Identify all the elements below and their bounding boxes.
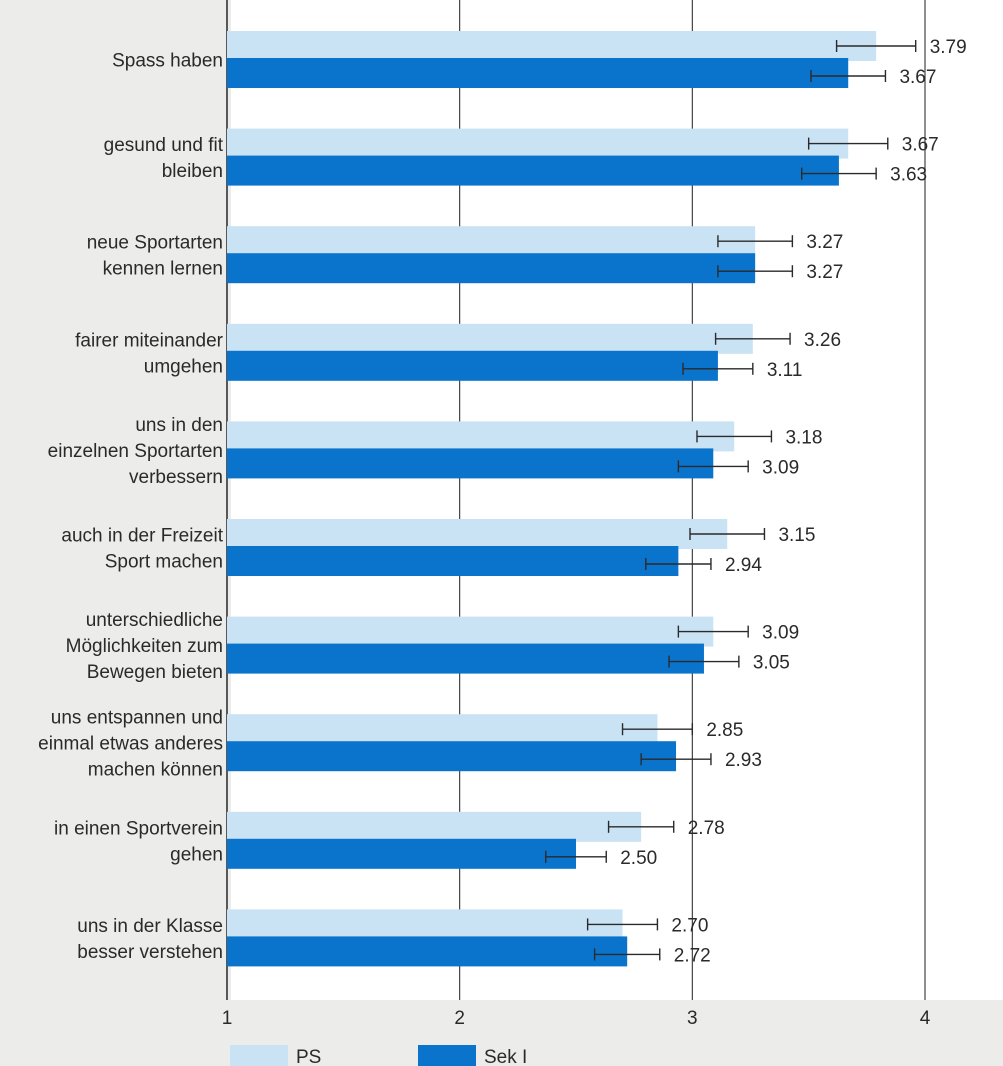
value-label: 2.93	[725, 750, 762, 771]
bar-ps	[227, 519, 728, 549]
category-label: besser verstehen	[77, 942, 223, 963]
category-label: verbessern	[129, 467, 223, 488]
value-label: 3.27	[806, 262, 843, 283]
value-label: 3.09	[762, 457, 799, 478]
category-label: auch in der Freizeit	[61, 526, 223, 547]
bar-sek-i	[227, 546, 679, 576]
category-labels: Spass haben gesund und fit bleiben neue Spo…	[38, 51, 224, 963]
category-label: uns entspannen und	[51, 708, 223, 729]
legend-label: PS	[296, 1047, 321, 1066]
bar-ps	[227, 714, 658, 745]
bars: 3.79 3.67 3.67 3.63 3.27 3.27 3.263.11 3.18 3.09…	[227, 31, 967, 967]
category-label: neue Sportarten	[87, 233, 223, 254]
category-label: gehen	[170, 844, 223, 865]
x-axis-ticks: 1 2 3 4	[222, 1008, 931, 1029]
value-label: 3.79	[930, 37, 967, 58]
value-label: 3.11	[767, 360, 803, 381]
bar-ps	[227, 226, 756, 257]
value-label: 2.94	[725, 555, 762, 576]
bar-sek-i	[227, 936, 628, 967]
value-label: 3.27	[806, 232, 843, 253]
bar-sek-i	[227, 58, 849, 88]
bar-ps	[227, 909, 623, 940]
value-label: 3.05	[753, 653, 790, 674]
bar-ps	[227, 616, 714, 647]
bar-sek-i	[227, 741, 677, 772]
bar-ps	[227, 128, 849, 159]
x-tick-label: 1	[222, 1008, 233, 1029]
category-label: machen können	[88, 760, 223, 781]
bar-sek-i	[227, 155, 839, 186]
category-label: umgehen	[144, 356, 223, 377]
bar-sek-i	[227, 350, 718, 381]
category-label: kennen lernen	[103, 259, 223, 280]
category-label: Sport machen	[105, 552, 223, 573]
category-label: in einen Sportverein	[54, 818, 223, 839]
value-label: 3.67	[899, 67, 936, 88]
legend: PS Sek I	[230, 1045, 527, 1066]
value-label: 2.72	[674, 945, 711, 966]
value-label: 2.78	[688, 818, 725, 839]
legend-label: Sek I	[484, 1047, 527, 1066]
bar-ps	[227, 31, 877, 61]
category-label: Spass haben	[112, 51, 223, 72]
category-label: uns in der Klasse	[77, 916, 223, 937]
value-label: 3.09	[762, 623, 799, 644]
value-label: 3.18	[785, 427, 822, 448]
value-label: 2.70	[671, 915, 708, 936]
bar-ps	[227, 811, 642, 842]
category-label: Möglichkeiten zum	[66, 636, 223, 657]
category-label: einmal etwas anderes	[38, 734, 223, 755]
x-tick-label: 4	[920, 1008, 931, 1029]
bar-sek-i	[227, 643, 704, 674]
category-label: uns in den	[135, 415, 223, 436]
value-label: 3.63	[890, 165, 927, 186]
category-label: bleiben	[162, 161, 223, 182]
category-label: Bewegen bieten	[87, 662, 223, 683]
category-label: gesund und fit	[104, 135, 224, 156]
category-label: einzelnen Sportarten	[48, 441, 223, 462]
legend-swatch-sek-i	[418, 1045, 476, 1066]
value-label: 2.50	[620, 848, 657, 869]
category-label: unterschiedliche	[86, 610, 223, 631]
bar-sek-i	[227, 448, 714, 479]
bar-sek-i	[227, 253, 756, 284]
bar-sek-i	[227, 838, 576, 869]
x-tick-label: 2	[454, 1008, 465, 1029]
value-label: 3.67	[902, 135, 939, 156]
bar-ps	[227, 421, 735, 452]
value-label: 2.85	[706, 720, 743, 741]
x-tick-label: 3	[687, 1008, 698, 1029]
value-label: 3.26	[804, 330, 841, 351]
value-label: 3.15	[778, 525, 815, 546]
bar-ps	[227, 323, 753, 354]
legend-swatch-ps	[230, 1045, 288, 1066]
category-label: fairer miteinander	[75, 330, 224, 351]
